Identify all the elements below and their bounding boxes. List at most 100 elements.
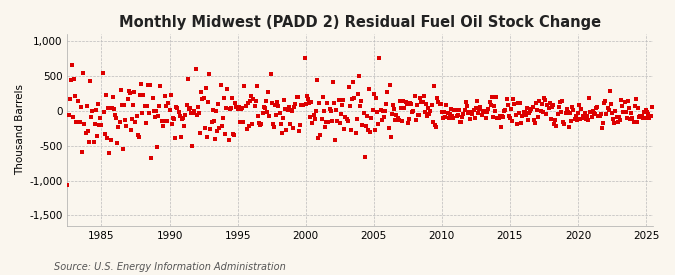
Point [390,118,401,122]
Point [574,103,585,108]
Point [417,100,428,104]
Point [495,125,506,129]
Point [645,114,656,118]
Point [440,115,451,119]
Point [92,134,103,138]
Point [592,104,603,109]
Point [501,97,512,101]
Point [127,116,138,121]
Point [95,116,106,120]
Point [105,138,116,142]
Point [86,115,97,119]
Point [494,114,505,119]
Point [437,116,448,120]
Point [369,128,380,132]
Point [479,110,489,114]
Point [171,105,182,109]
Point [618,110,629,114]
Point [266,101,277,106]
Point [624,106,634,111]
Point [321,120,331,124]
Point [298,103,309,107]
Point [472,99,483,104]
Point [78,71,88,75]
Point [576,106,587,111]
Point [354,74,364,78]
Point [406,102,416,107]
Point [265,72,276,76]
Point [408,108,419,113]
Point [164,108,175,113]
Point [364,87,375,92]
Point [365,130,376,134]
Point [534,99,545,103]
Point [589,111,599,115]
Point [252,113,263,118]
Point [329,101,340,106]
Text: Source: U.S. Energy Information Administration: Source: U.S. Energy Information Administ… [54,262,286,272]
Point [565,111,576,115]
Point [611,115,622,120]
Point [122,97,133,101]
Point [612,120,623,124]
Point [626,111,637,116]
Point [319,125,330,129]
Point [387,103,398,107]
Point [620,109,631,114]
Point [637,116,648,120]
Point [556,109,566,114]
Point [622,99,633,104]
Point [117,103,128,107]
Point [167,116,178,120]
Point [499,109,510,113]
Point [385,134,396,139]
Point [427,120,438,125]
Point [460,100,471,104]
Point [234,119,245,124]
Point [542,103,553,108]
Point [568,107,579,112]
Point [248,97,259,101]
Point [281,127,292,132]
Point [371,95,381,100]
Point [219,96,230,100]
Point [559,122,570,126]
Point [418,94,429,98]
Point [504,116,515,121]
Point [213,102,223,106]
Point [431,125,441,130]
Point [148,108,159,113]
Point [234,105,244,109]
Point [615,117,626,122]
Point [109,112,120,117]
Point [69,77,80,81]
Point [310,109,321,113]
Point [641,108,651,112]
Point [643,112,654,116]
Point [63,113,74,117]
Point [366,116,377,120]
Point [151,108,161,113]
Y-axis label: Thousand Barrels: Thousand Barrels [15,84,25,175]
Point [136,81,146,86]
Point [134,93,145,97]
Point [223,138,234,142]
Point [515,101,526,106]
Point [302,97,313,101]
Point [211,109,221,113]
Point [182,77,193,81]
Point [306,99,317,104]
Point [394,99,405,104]
Point [401,102,412,106]
Point [610,109,621,113]
Point [242,101,253,105]
Point [333,98,344,102]
Point [394,117,404,122]
Point [514,111,524,115]
Point [305,114,316,119]
Point [296,103,306,107]
Point [549,122,560,127]
Point [477,108,488,113]
Point [84,139,95,144]
Point [489,104,500,108]
